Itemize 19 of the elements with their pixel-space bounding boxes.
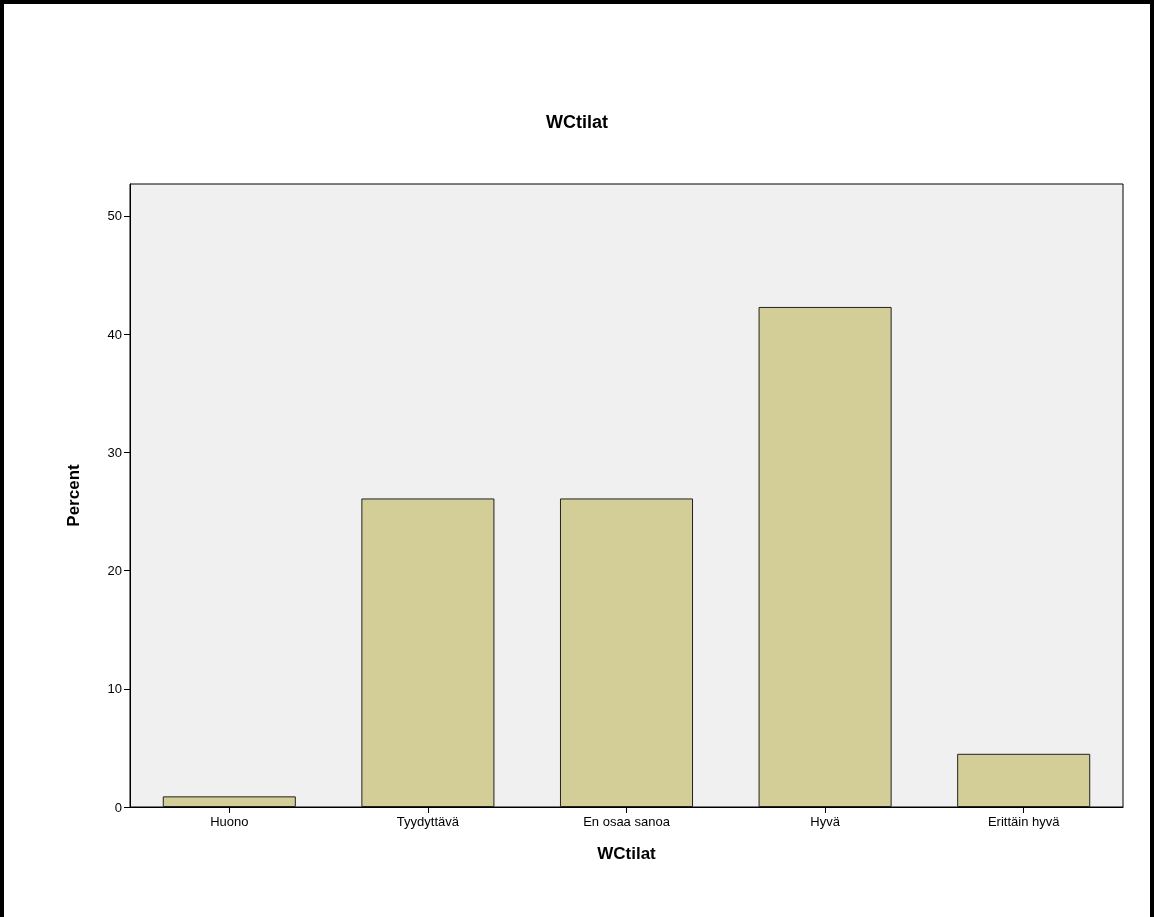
y-tick-label: 10 (107, 681, 122, 697)
bar (957, 753, 1091, 807)
bar (361, 498, 495, 807)
x-tick-label: Hyvä (810, 814, 841, 829)
bar (559, 498, 694, 807)
y-tick-label: 0 (114, 799, 122, 815)
y-axis-title: Percent (64, 463, 83, 527)
y-tick-label: 40 (107, 326, 122, 342)
x-axis-title: WCtilat (597, 844, 657, 863)
x-tick-label: Tyydyttävä (396, 814, 460, 829)
x-tick-label: Erittäin hyvä (987, 814, 1061, 829)
y-tick-label: 20 (107, 563, 122, 579)
y-tick-label: 30 (107, 444, 122, 460)
y-tick-label: 50 (107, 208, 122, 224)
x-tick-label: Huono (210, 814, 249, 829)
chart-title: WCtilat (546, 112, 608, 132)
x-tick-label: En osaa sanoa (583, 814, 671, 829)
bar (758, 306, 892, 807)
bar (162, 796, 296, 807)
